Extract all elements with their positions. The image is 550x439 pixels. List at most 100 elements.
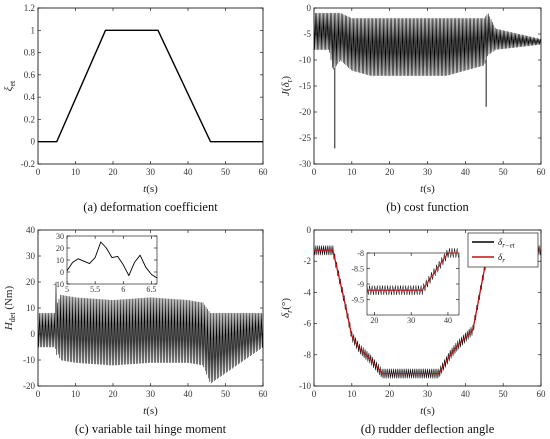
x-tick-label: 5 (65, 285, 69, 294)
x-tick-label: 30 (407, 316, 415, 325)
y-tick-label: -8.5 (351, 265, 364, 274)
panel-a: 0 10 20 30 40 50 60-0.200.20.40.60.811.2 t(s) … (3, 3, 268, 214)
x-tick-label: 40 (461, 167, 471, 177)
series-line-deformation (38, 29, 263, 143)
panel-d-caption: (d) rudder deflection angle (361, 422, 495, 436)
legend-label-delta-r-et: δr−et (498, 237, 516, 250)
inset-line-delta-r (367, 252, 459, 291)
y-tick-label: -6 (304, 319, 312, 329)
y-tick-label: -0.2 (21, 159, 35, 169)
y-tick-label: 0.6 (24, 70, 36, 80)
y-tick-label: 30 (56, 232, 64, 241)
panel-b-plot (313, 12, 542, 149)
x-tick-label: 40 (444, 316, 452, 325)
x-tick-label: 10 (347, 389, 357, 399)
y-tick-label: 0 (307, 225, 312, 235)
panel-c-caption: (c) variable tail hinge moment (75, 422, 227, 436)
x-tick-label: 6.5 (146, 285, 156, 294)
y-tick-label: -10 (299, 55, 311, 65)
y-tick-label: -4 (304, 287, 312, 297)
x-tick-label: 0 (36, 167, 41, 177)
y-tick-label: 30 (26, 251, 36, 261)
panel-c-ylabel: Hdet (Nm) (3, 286, 17, 332)
y-tick-label: -5 (304, 29, 312, 39)
y-tick-label: 0.4 (24, 92, 36, 102)
x-tick-label: 20 (385, 167, 395, 177)
y-tick-label: 10 (26, 303, 36, 313)
x-tick-label: 20 (109, 167, 119, 177)
x-tick-label: 60 (537, 389, 547, 399)
y-tick-label: 0 (307, 3, 312, 13)
panel-a-frame (37, 7, 264, 165)
x-tick-label: 50 (499, 389, 509, 399)
x-tick-label: 40 (184, 389, 194, 399)
x-tick-label: 0 (36, 389, 41, 399)
y-tick-label: -10 (53, 280, 64, 289)
y-tick-label: 0 (31, 137, 36, 147)
x-tick-label: 30 (146, 167, 156, 177)
x-tick-label: 20 (370, 316, 378, 325)
y-tick-label: -8 (304, 350, 312, 360)
panel-c-xlabel: t(s) (143, 405, 158, 417)
panel-c-plot (37, 281, 264, 384)
y-tick-label: -25 (299, 133, 311, 143)
x-tick-label: 10 (71, 389, 81, 399)
panel-a-ticks: 0 10 20 30 40 50 60-0.200.20.40.60.811.2 (21, 3, 268, 177)
x-tick-label: 60 (259, 389, 269, 399)
x-tick-label: 50 (221, 167, 231, 177)
x-tick-label: 50 (221, 389, 231, 399)
x-tick-label: 50 (499, 167, 509, 177)
y-tick-label: -9.5 (351, 296, 364, 305)
x-tick-label: 30 (423, 389, 433, 399)
y-tick-label: -20 (299, 107, 311, 117)
x-tick-label: 0 (312, 389, 317, 399)
x-tick-label: 40 (461, 389, 471, 399)
y-tick-label: 1 (31, 25, 36, 35)
x-tick-label: 10 (347, 167, 357, 177)
x-tick-label: 60 (259, 167, 269, 177)
panel-a-caption: (a) deformation coefficient (83, 200, 218, 214)
y-tick-label: -2 (304, 256, 312, 266)
panel-d-ticks: 0 10 20 30 40 50 60 -10 -8 -6 -4 -2 0 (299, 225, 546, 399)
y-tick-label: -15 (299, 81, 311, 91)
panel-b: 0 10 20 30 40 50 60 -30 -25 -20 -15 -10 -5 0 t(s) J(δ… (280, 3, 546, 214)
x-tick-label: 30 (146, 389, 156, 399)
x-tick-label: 0 (312, 167, 317, 177)
y-tick-label: -9 (357, 280, 364, 289)
x-tick-label: 20 (385, 389, 395, 399)
inset-frame (366, 252, 460, 316)
panel-d-ylabel: δr(°) (280, 298, 294, 318)
x-tick-label: 20 (109, 389, 119, 399)
series-line-cost (313, 12, 542, 76)
y-tick-label: -10 (23, 355, 35, 365)
y-tick-label: 1.2 (24, 3, 35, 13)
x-tick-label: 5.5 (90, 285, 100, 294)
legend-box (467, 232, 539, 268)
panel-d: 0 10 20 30 40 50 60 -10 -8 -6 -4 -2 0 20 30 40 -9.5 -9 -8… (280, 225, 546, 436)
y-tick-label: -8 (357, 249, 364, 258)
legend-label-delta-r: δr (498, 252, 505, 265)
y-tick-label: 0.8 (24, 48, 36, 58)
panel-a-plot (38, 29, 263, 143)
series-line-hinge-moment (37, 281, 264, 384)
y-tick-label: -10 (299, 381, 311, 391)
series-line-delta-r (314, 249, 541, 375)
panel-b-xlabel: t(s) (420, 183, 435, 195)
panel-c: 0 10 20 30 40 50 60 -20 -10 0 10 20 30 40 5 5.5 6 6.5 -10… (3, 225, 268, 436)
y-tick-label: 10 (56, 256, 64, 265)
y-tick-label: 40 (26, 225, 36, 235)
y-tick-label: -20 (23, 381, 35, 391)
panel-a-ylabel: ξet (3, 80, 17, 91)
panel-b-ylabel: J(δr) (280, 76, 294, 96)
y-tick-label: 20 (26, 277, 36, 287)
x-tick-label: 10 (71, 167, 81, 177)
panel-a-xlabel: t(s) (143, 183, 158, 195)
panel-d-legend: δr−et δr (467, 232, 539, 268)
panel-b-caption: (b) cost function (386, 200, 469, 214)
panel-d-xlabel: t(s) (420, 405, 435, 417)
panel-b-ticks: 0 10 20 30 40 50 60 -30 -25 -20 -15 -10 -5 0 (299, 3, 546, 177)
panel-d-inset: 20 30 40 -9.5 -9 -8.5 -8 (351, 248, 460, 325)
x-tick-label: 30 (423, 167, 433, 177)
